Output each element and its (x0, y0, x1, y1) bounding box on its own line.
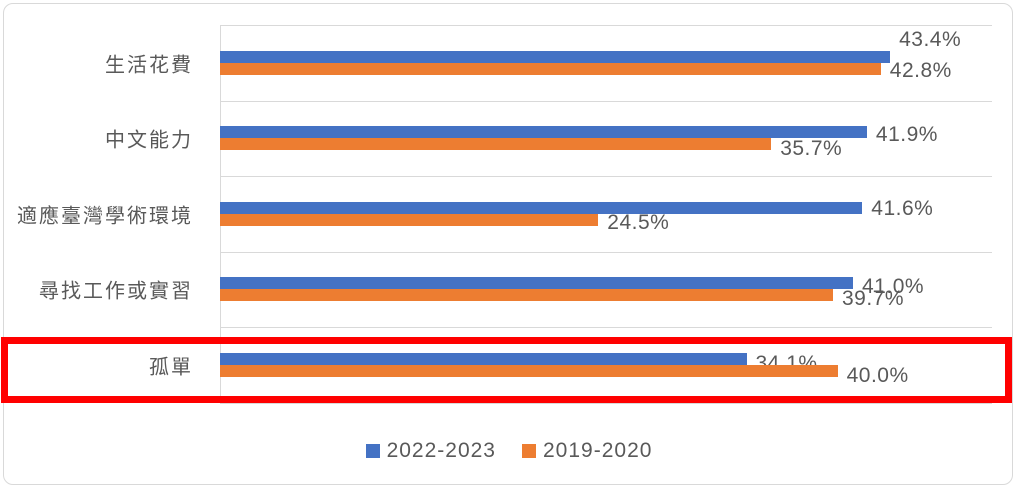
bar-2019-2020 (220, 289, 833, 302)
data-label: 41.0% (862, 275, 925, 299)
legend-swatch-icon (522, 444, 536, 458)
data-label: 24.5% (607, 210, 670, 234)
bar-2019-2020 (220, 138, 772, 151)
data-label: 40.0% (846, 363, 909, 387)
category-label: 尋找工作或實習 (39, 280, 193, 303)
category-label: 生活花費 (105, 54, 193, 77)
gridline (220, 100, 992, 102)
legend-item-2022-2023: 2022-2023 (365, 439, 496, 463)
data-label: 41.6% (871, 196, 934, 220)
bar-2022-2023 (220, 277, 853, 290)
bar-2019-2020 (220, 364, 838, 377)
category-label: 孤單 (149, 356, 193, 379)
gridline (220, 176, 992, 177)
data-label: 41.9% (875, 123, 938, 147)
legend-label: 2022-2023 (386, 439, 496, 462)
bar-2019-2020 (220, 62, 881, 75)
data-label: 39.7% (842, 287, 905, 311)
category-label: 中文能力 (105, 129, 193, 152)
bar-2019-2020 (220, 213, 599, 226)
legend-swatch-icon (365, 444, 380, 458)
category-label: 適應臺灣學術環境 (17, 205, 193, 228)
gridline (220, 402, 992, 404)
gridline (220, 327, 992, 328)
bar-2022-2023 (220, 50, 891, 63)
legend: 2022-2023 2019-2020 (0, 438, 1018, 464)
bar-2022-2023 (220, 126, 867, 139)
legend-item-2019-2020: 2019-2020 (522, 439, 652, 463)
data-label: 42.8% (889, 58, 952, 82)
bar-2022-2023 (220, 352, 747, 365)
legend-label: 2019-2020 (543, 439, 653, 462)
data-label: 35.7% (780, 137, 843, 161)
bar-2022-2023 (220, 201, 863, 214)
gridline (220, 251, 992, 253)
data-label: 43.4% (899, 27, 962, 51)
gridline (220, 25, 992, 26)
